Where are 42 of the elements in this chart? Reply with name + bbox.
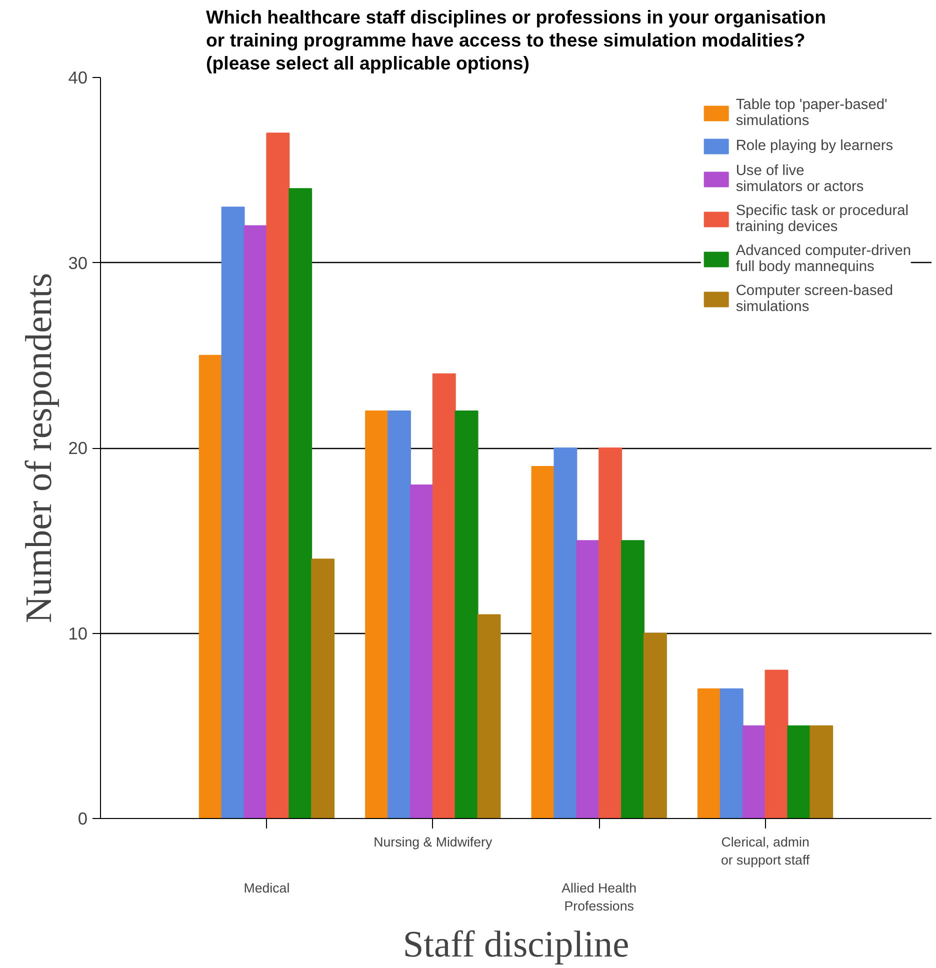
bar (787, 725, 811, 818)
y-tick-label: 40 (68, 68, 88, 88)
bar (576, 540, 600, 818)
y-axis-title: Number of respondents (19, 272, 60, 624)
y-tick-label: 0 (78, 808, 88, 828)
y-tick-label: 30 (68, 252, 88, 273)
legend-label: Advanced computer-driven full body mannequins (736, 243, 911, 275)
legend-label: Use of live simulators or actors (736, 163, 864, 195)
bar (244, 225, 268, 818)
bar (365, 410, 389, 818)
bar (221, 206, 245, 818)
y-tick-label: 20 (68, 438, 88, 458)
bar (266, 132, 290, 818)
x-tick-label: Medical (244, 880, 290, 896)
bar (720, 688, 744, 818)
legend-label: Specific task or procedural training devices (736, 203, 909, 235)
bar (621, 540, 644, 818)
x-tick-label: Clerical, admin or support staff (720, 834, 810, 868)
bar (388, 410, 411, 818)
bar (454, 410, 478, 818)
x-tick-label: Allied Health Professions (562, 880, 637, 914)
bar (477, 614, 501, 818)
x-tick-label: Nursing & Midwifery (374, 834, 492, 850)
bar (764, 670, 788, 818)
bar (810, 725, 834, 818)
bar (531, 466, 555, 818)
x-axis-title: Staff discipline (402, 924, 630, 966)
bar (598, 448, 622, 818)
legend-label: Table top 'paper-based' simulations (736, 97, 888, 129)
bar (198, 354, 222, 818)
bar (697, 688, 721, 818)
bar (554, 448, 578, 818)
chart-title: Which healthcare staff disciplines or professions in your organisation or training programme have access to these simulation modalities? (please select all applicable options) (206, 6, 826, 74)
legend-label: Computer screen-based simulations (736, 283, 894, 315)
bar (288, 188, 312, 818)
y-tick-label: 10 (68, 623, 88, 644)
legend-label: Role playing by learners (736, 138, 894, 154)
bar (410, 484, 434, 818)
bar (311, 558, 335, 818)
bar (742, 725, 766, 818)
bar (432, 373, 456, 818)
bar (643, 632, 667, 818)
